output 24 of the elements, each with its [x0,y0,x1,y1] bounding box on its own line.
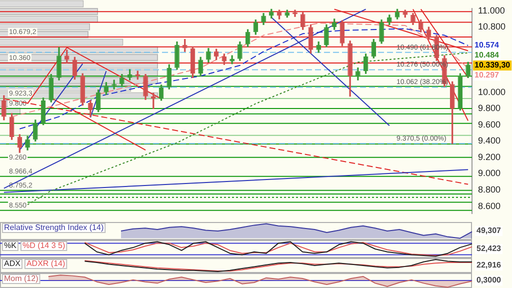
y-tick-label: 11.000 [478,5,505,16]
data-label: 10.484 [474,50,500,60]
text: %K [4,241,18,250]
y-tick-label: 8.800 [478,184,501,194]
y-tick-label: 9.800 [478,103,501,114]
y-tick-label: 10.000 [478,86,506,97]
series-label: Mom (12) [4,274,39,284]
y-tick-label: 10.800 [478,22,506,32]
data-label: 10.297 [474,70,500,80]
text: 52,423 [476,244,502,254]
y-tick-label: 9.600 [478,119,501,130]
text: Relative Strength Index (14) [4,223,104,232]
text: 10.339,30 [474,60,511,70]
text: 49,307 [476,226,502,236]
data-label: 10.574 [474,40,500,50]
text: 0,3000 [476,276,502,285]
text: ADX [4,259,22,268]
y-tick-label: 9.400 [478,136,501,146]
y-tick-label: 8.600 [478,200,501,211]
y-tick-label: 9.000 [478,168,501,178]
text: ADXR (14) [26,259,66,268]
text: %D (14 3 5) [22,241,66,250]
text: 22,916 [476,260,502,270]
y-tick-label: 9.200 [478,152,501,162]
